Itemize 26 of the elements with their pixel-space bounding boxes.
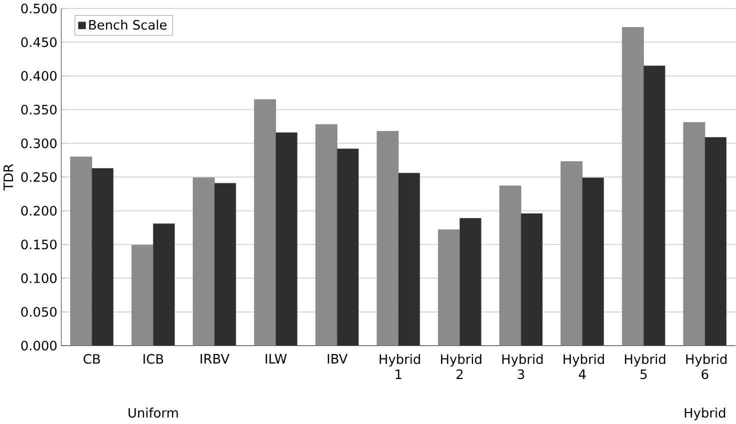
y-tick-label: 0.200 bbox=[21, 206, 57, 216]
y-tick-label: 0.000 bbox=[21, 340, 57, 351]
text: Uniform bbox=[128, 408, 178, 418]
y-tick-label: 0.350 bbox=[21, 104, 57, 115]
x-tick-label: Hybrid 4 bbox=[564, 354, 604, 380]
x-tick-label: IRBV bbox=[200, 354, 230, 364]
x-tick-label: Hybrid 6 bbox=[686, 354, 727, 380]
x-tick-label: ICB bbox=[144, 354, 164, 364]
y-tick-label: 0.450 bbox=[21, 37, 57, 48]
y-tick-label: 0.150 bbox=[21, 240, 57, 250]
y-axis-title: TDR bbox=[4, 164, 14, 191]
x-tick-label: ILW bbox=[266, 354, 287, 364]
x-tick-label: Hybrid 1 bbox=[380, 354, 420, 380]
y-tick-label: 0.400 bbox=[21, 71, 57, 81]
legend-label: Bench Scale bbox=[89, 20, 167, 30]
x-tick-label: CB bbox=[84, 354, 100, 364]
x-tick-label: Hybrid 3 bbox=[502, 354, 543, 380]
y-tick-label: 0.300 bbox=[21, 138, 57, 148]
y-tick-label: 0.250 bbox=[21, 172, 57, 182]
y-tick-label: 0.500 bbox=[21, 4, 57, 14]
y-tick-label: 0.050 bbox=[21, 307, 57, 317]
x-tick-label: Hybrid 2 bbox=[441, 354, 482, 380]
text: Hybrid bbox=[684, 408, 726, 420]
y-tick-label: 0.100 bbox=[21, 273, 57, 284]
x-tick-label: IBV bbox=[328, 354, 348, 364]
x-tick-label: Hybrid 5 bbox=[624, 354, 666, 380]
